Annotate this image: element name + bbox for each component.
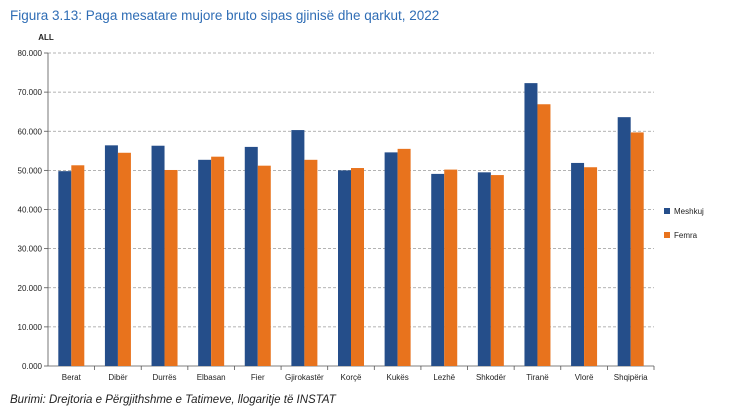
x-tick-label: Elbasan [197,373,226,382]
bar-femra-6 [351,168,364,366]
x-tick-label: Tiranë [526,373,549,382]
y-tick-label: 10.000 [18,323,43,332]
y-tick-label: 30.000 [18,245,43,254]
bar-meshkuj-5 [291,130,305,366]
y-tick-label: 40.000 [18,206,43,215]
bar-meshkuj-10 [524,83,538,366]
bar-femra-12 [630,132,644,366]
source-note: Burimi: Drejtoria e Përgjithshme e Tatim… [10,394,336,406]
y-tick-label: 80.000 [18,49,43,58]
x-tick-label: Korçë [341,373,362,382]
bar-femra-5 [304,159,318,366]
legend-label-femra: Femra [674,231,698,240]
x-tick-label: Vlorë [575,373,594,382]
x-tick-label: Shkodër [476,373,506,382]
bar-femra-0 [71,165,85,366]
y-tick-label: 20.000 [18,284,43,293]
x-tick-label: Lezhë [433,373,455,382]
x-tick-label: Shqipëria [614,373,648,382]
legend-swatch-meshkuj [664,208,670,214]
bar-meshkuj-7 [384,152,398,366]
x-tick-label: Berat [62,373,82,382]
bar-meshkuj-8 [431,173,445,366]
bar-femra-3 [211,156,225,366]
y-tick-label: 50.000 [18,166,43,175]
bar-femra-10 [537,104,551,366]
y-tick-label: 0.000 [22,362,43,371]
x-tick-label: Kukës [386,373,408,382]
bar-femra-8 [444,169,458,366]
bar-meshkuj-9 [477,172,491,366]
y-tick-label: 70.000 [18,88,43,97]
bar-meshkuj-12 [617,117,631,366]
bar-meshkuj-4 [244,146,258,366]
bar-femra-1 [117,152,131,366]
bar-meshkuj-11 [571,162,585,366]
x-tick-label: Gjirokastër [285,373,324,382]
legend-swatch-femra [664,232,670,238]
bar-meshkuj-3 [198,159,212,366]
legend-label-meshkuj: Meshkuj [674,207,704,216]
x-tick-label: Durrës [153,373,177,382]
x-tick-label: Fier [251,373,265,382]
y-tick-label: 60.000 [18,127,43,136]
y-axis-unit-label: ALL [38,33,54,42]
x-tick-label: Dibër [108,373,127,382]
bar-meshkuj-6 [338,170,351,366]
bar-meshkuj-2 [151,145,165,366]
bar-femra-4 [257,165,271,366]
bar-meshkuj-0 [58,171,72,366]
bar-femra-2 [164,169,178,366]
figure-title: Figura 3.13: Paga mesatare mujore bruto … [10,8,440,23]
bar-femra-9 [490,175,504,366]
bar-femra-7 [397,148,411,366]
bar-meshkuj-1 [104,145,118,366]
bar-femra-11 [584,167,598,366]
